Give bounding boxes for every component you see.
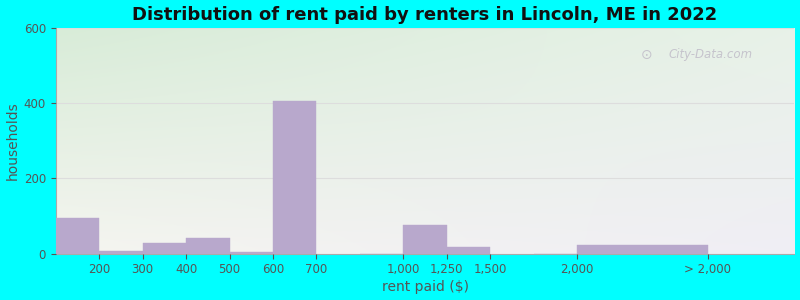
Title: Distribution of rent paid by renters in Lincoln, ME in 2022: Distribution of rent paid by renters in … bbox=[133, 6, 718, 24]
Bar bbox=[99, 250, 142, 254]
Text: City-Data.com: City-Data.com bbox=[669, 49, 753, 62]
Bar bbox=[403, 225, 446, 254]
Bar bbox=[186, 238, 230, 254]
Bar bbox=[230, 252, 273, 254]
Bar bbox=[142, 243, 186, 254]
Bar bbox=[446, 247, 490, 253]
Bar bbox=[56, 218, 99, 253]
Y-axis label: households: households bbox=[6, 101, 19, 180]
Text: ⊙: ⊙ bbox=[641, 48, 653, 62]
Bar bbox=[577, 245, 707, 253]
Bar bbox=[273, 101, 317, 254]
X-axis label: rent paid ($): rent paid ($) bbox=[382, 280, 469, 294]
